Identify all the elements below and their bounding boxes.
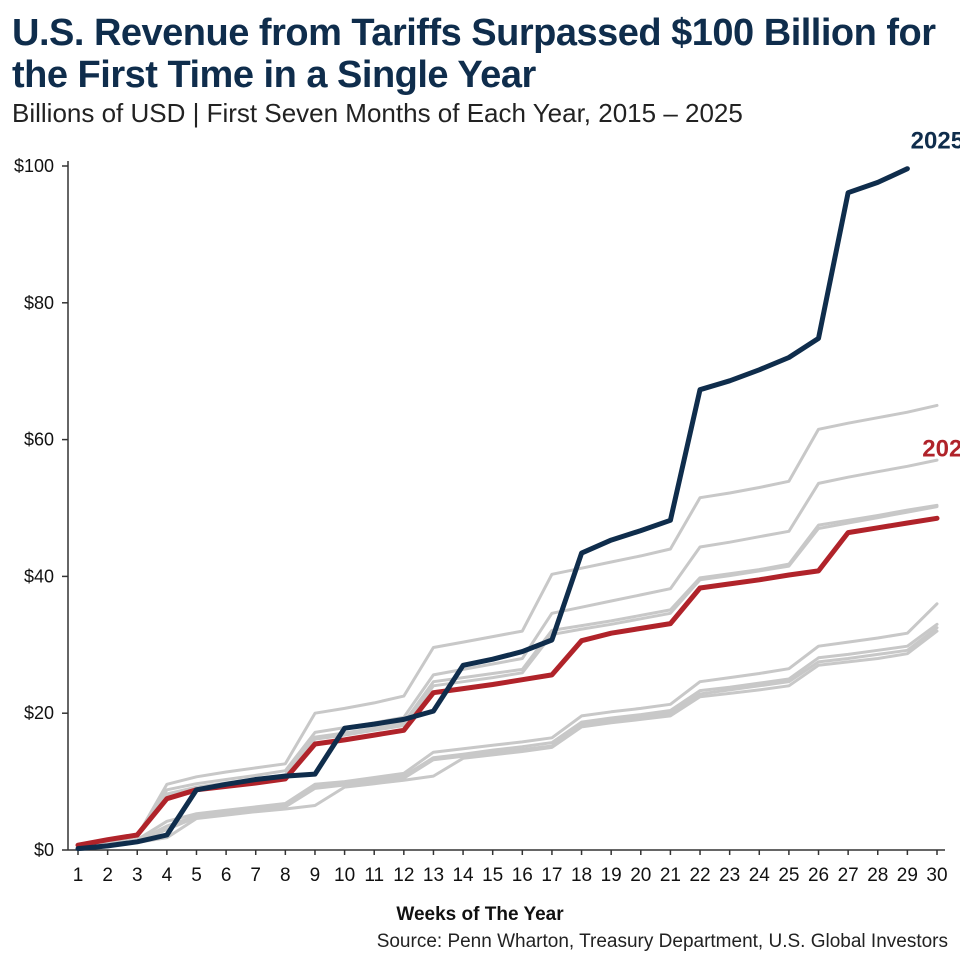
x-axis: 1 2 3 4 5 6 7 8 9 10 11 12 13 14 15 16 17 18 19 20 21 22 23 24 2… bbox=[68, 849, 948, 886]
x-tick-label: 26 bbox=[808, 865, 829, 886]
x-tick-label: 11 bbox=[364, 865, 384, 886]
series-labels: 2024 2025 bbox=[911, 128, 960, 463]
x-tick-label: 19 bbox=[601, 865, 622, 886]
y-axis: $0 $20 $40 $60 $80 $100 bbox=[14, 156, 69, 860]
series-other-year-line-2 bbox=[76, 403, 939, 849]
x-axis-title: Weeks of The Year bbox=[396, 904, 564, 925]
chart-subtitle: Billions of USD | First Seven Months of … bbox=[12, 98, 743, 128]
x-tick-label: 21 bbox=[660, 865, 681, 886]
x-tick-label: 5 bbox=[191, 865, 202, 886]
source-note: Source: Penn Wharton, Treasury Departmen… bbox=[376, 931, 948, 952]
x-tick-label: 29 bbox=[897, 865, 918, 886]
x-tick-label: 2 bbox=[102, 865, 113, 886]
x-tick-label: 27 bbox=[838, 865, 859, 886]
x-tick-label: 30 bbox=[926, 865, 947, 886]
x-tick-label: 6 bbox=[221, 865, 232, 886]
series-other-year-line-9 bbox=[76, 629, 939, 851]
series-2025-label: 2025 bbox=[911, 128, 960, 155]
x-tick-label: 16 bbox=[512, 865, 533, 886]
y-tick-label: $60 bbox=[24, 430, 54, 450]
x-tick-label: 8 bbox=[280, 865, 291, 886]
y-tick-label: $40 bbox=[24, 566, 54, 586]
y-tick-label: $0 bbox=[34, 840, 54, 860]
x-tick-label: 13 bbox=[423, 865, 444, 886]
x-tick-label: 18 bbox=[571, 865, 592, 886]
series-2024-line bbox=[75, 515, 940, 848]
chart-title: U.S. Revenue from Tariffs Surpassed $100… bbox=[12, 12, 936, 96]
x-tick-label: 17 bbox=[541, 865, 562, 886]
y-tick-label: $100 bbox=[14, 156, 54, 176]
x-tick-label: 3 bbox=[132, 865, 143, 886]
series-layer bbox=[75, 166, 940, 852]
series-2024-label: 2024 bbox=[922, 436, 960, 463]
x-tick-label: 14 bbox=[452, 865, 474, 886]
x-tick-label: 25 bbox=[778, 865, 799, 886]
x-tick-label: 9 bbox=[310, 865, 321, 886]
series-2025-line bbox=[75, 166, 910, 852]
x-tick-label: 20 bbox=[630, 865, 651, 886]
x-tick-label: 7 bbox=[250, 865, 261, 886]
series-other-year-line-5 bbox=[76, 505, 939, 849]
x-tick-label: 28 bbox=[867, 865, 888, 886]
x-tick-label: 4 bbox=[162, 865, 173, 886]
series-other-year-line-6 bbox=[76, 602, 939, 850]
y-tick-label: $80 bbox=[24, 293, 54, 313]
x-tick-label: 24 bbox=[749, 865, 771, 886]
x-tick-label: 12 bbox=[393, 865, 414, 886]
x-tick-label: 10 bbox=[334, 865, 355, 886]
x-tick-label: 23 bbox=[719, 865, 740, 886]
x-tick-label: 15 bbox=[482, 865, 503, 886]
x-tick-label: 22 bbox=[689, 865, 710, 886]
series-other-year-line-3 bbox=[76, 458, 939, 849]
y-tick-label: $20 bbox=[24, 703, 54, 723]
x-tick-label: 1 bbox=[73, 865, 84, 886]
